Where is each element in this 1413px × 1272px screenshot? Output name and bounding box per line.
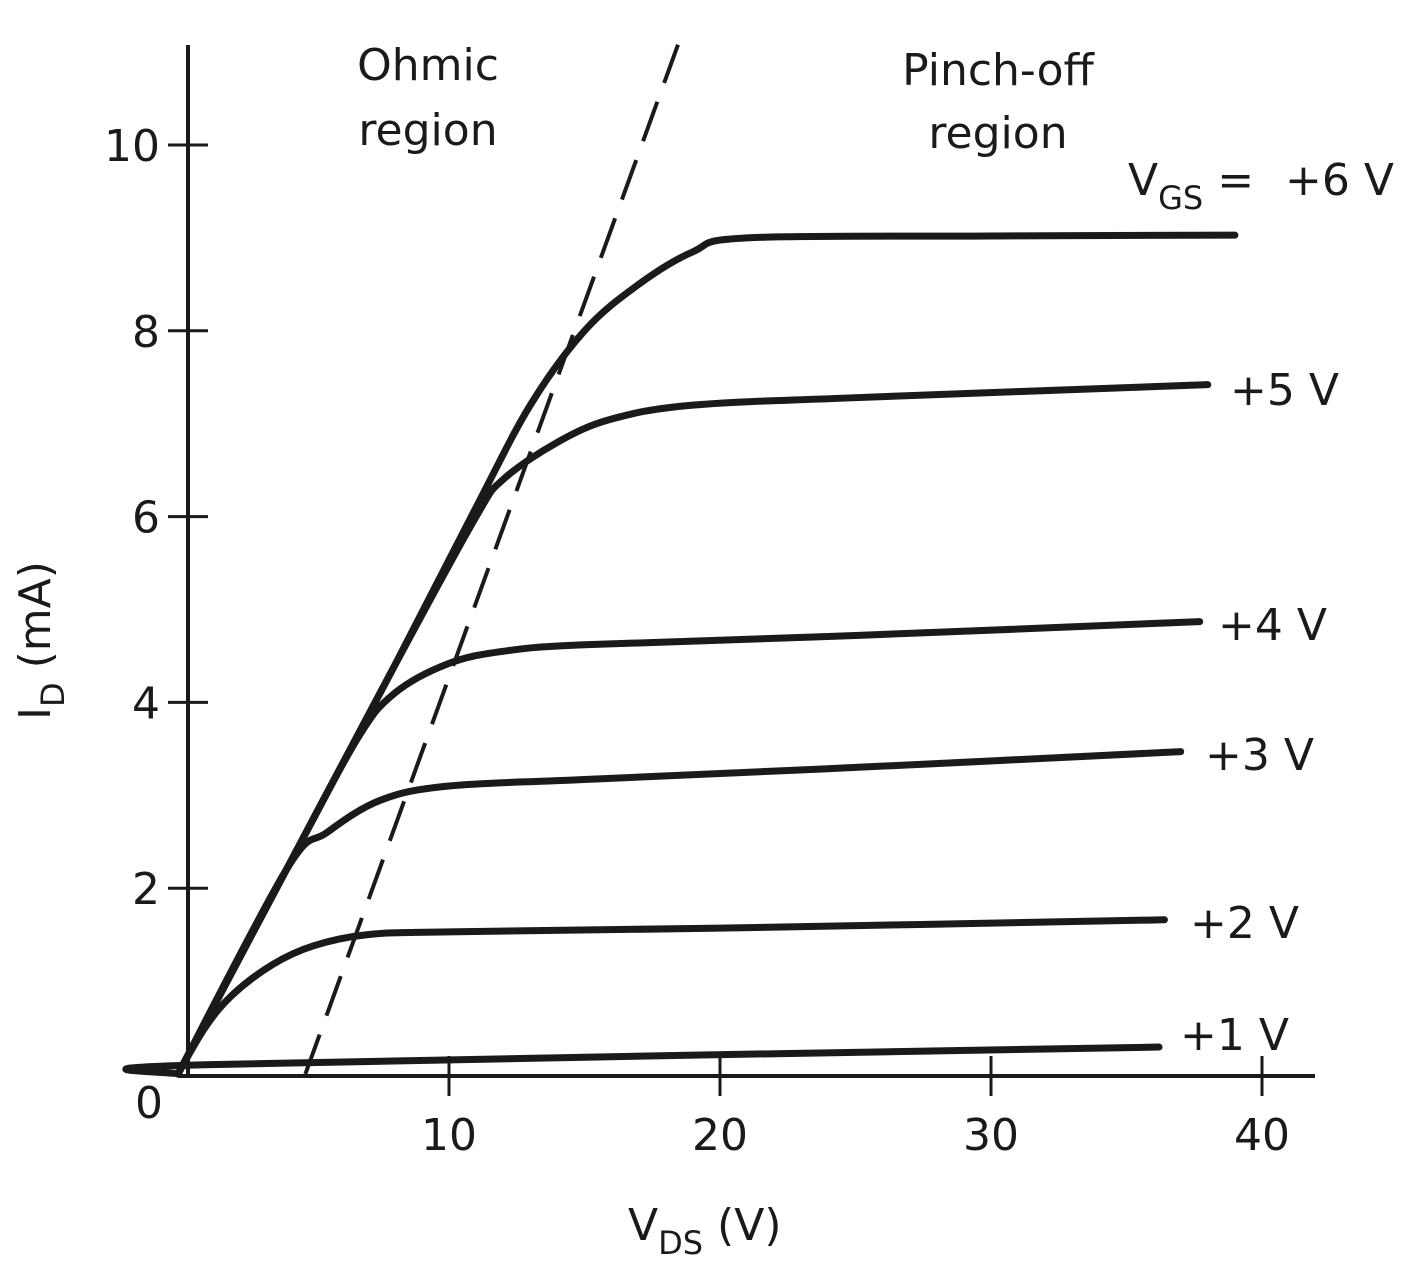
series-label-5v: +5 V: [1230, 365, 1339, 416]
y-tick-label: 6: [132, 493, 160, 544]
series-curve-5v: [174, 381, 1212, 1078]
series-label-4v: +4 V: [1218, 600, 1327, 651]
y-axis-label: ID (mA): [10, 561, 72, 720]
annotation-ohmic-line2: region: [358, 105, 497, 156]
series-labels: +6 V +5 V +4 V +3 V +2 V +1 V: [1180, 155, 1394, 1061]
axes: [178, 45, 1315, 1078]
series-curve-6v: [174, 231, 1239, 1078]
y-tick-label: 8: [132, 307, 160, 358]
x-tick-label: 30: [963, 1110, 1019, 1161]
y-tick-label: 4: [132, 678, 160, 729]
curves: [122, 231, 1239, 1078]
origin-label: 0: [135, 1078, 163, 1129]
pinch-off-boundary-dashed-line: [303, 43, 680, 1075]
series-curve-2v: [174, 916, 1168, 1078]
series-label-3v: +3 V: [1205, 730, 1314, 781]
series-label-2v: +2 V: [1190, 898, 1299, 949]
series-label-6v: +6 V: [1285, 155, 1394, 206]
annotation-pinchoff-line2: region: [928, 108, 1067, 159]
series-curve-3v: [174, 748, 1185, 1078]
series-curve-1v: [122, 1043, 1163, 1078]
y-tick-label: 10: [104, 121, 160, 172]
x-tick-label: 20: [692, 1110, 748, 1161]
annotation-pinchoff-line1: Pinch-off: [902, 45, 1095, 96]
x-tick-label: 40: [1234, 1110, 1290, 1161]
x-tick-label: 10: [421, 1110, 477, 1161]
series-label-1v: +1 V: [1180, 1010, 1289, 1061]
ticks: 10 20 30 40 2 4 6 8 10: [104, 121, 1290, 1161]
y-tick-label: 2: [132, 864, 160, 915]
annotation-ohmic-line1: Ohmic: [357, 40, 499, 91]
series-label-prefix: VGS =: [1128, 155, 1254, 217]
x-axis-label: VDS (V): [628, 1200, 781, 1262]
